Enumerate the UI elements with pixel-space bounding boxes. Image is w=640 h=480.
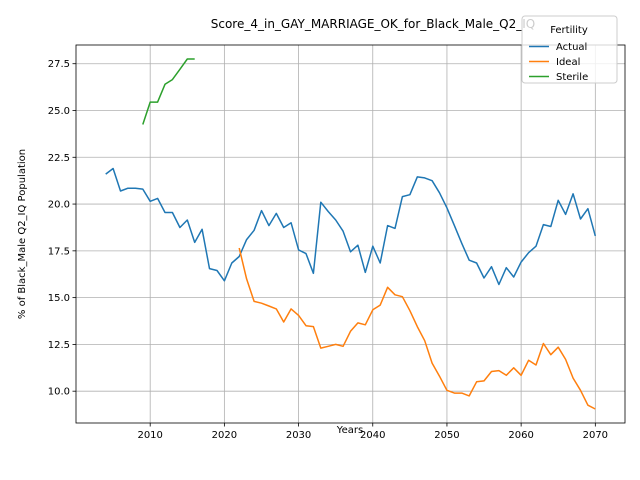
series-line-sterile	[142, 58, 195, 125]
y-tick-label: 10.0	[48, 387, 70, 398]
x-tick-label: 2060	[508, 430, 533, 441]
y-tick-label: 12.5	[48, 340, 70, 351]
legend: Fertility Actual Ideal Sterile	[521, 15, 618, 84]
legend-label-actual: Actual	[556, 42, 587, 53]
x-tick-label: 2070	[583, 430, 608, 441]
grid	[76, 45, 625, 423]
y-tick-label: 27.5	[48, 59, 70, 70]
legend-label-ideal: Ideal	[556, 57, 580, 68]
x-tick-label: 2020	[212, 430, 237, 441]
plot-frame	[75, 44, 626, 424]
y-axis-label: % of Black_Male Q2_IQ Population	[17, 149, 28, 319]
x-axis: 2010 2020 2030 2040 2050 2060 2070	[137, 423, 608, 441]
x-tick-label: 2040	[360, 430, 385, 441]
y-tick-label: 22.5	[48, 153, 70, 164]
y-tick-label: 20.0	[48, 200, 70, 211]
y-tick-label: 15.0	[48, 293, 70, 304]
x-tick-label: 2010	[137, 430, 162, 441]
legend-title: Fertility	[550, 25, 588, 36]
legend-label-sterile: Sterile	[556, 72, 588, 83]
x-axis-label: Years	[336, 425, 363, 436]
series-line-ideal	[238, 247, 596, 410]
legend-box	[521, 15, 618, 84]
y-axis: 10.0 12.5 15.0 17.5 20.0 22.5 25.0 27.5	[48, 59, 76, 398]
y-tick-label: 25.0	[48, 106, 70, 117]
y-tick-label: 17.5	[48, 246, 70, 257]
series-line-actual	[105, 167, 597, 286]
x-tick-label: 2030	[286, 430, 311, 441]
x-tick-label: 2050	[434, 430, 459, 441]
chart-title: Score_4_in_GAY_MARRIAGE_OK_for_Black_Mal…	[211, 17, 536, 31]
series-lines	[105, 58, 597, 410]
